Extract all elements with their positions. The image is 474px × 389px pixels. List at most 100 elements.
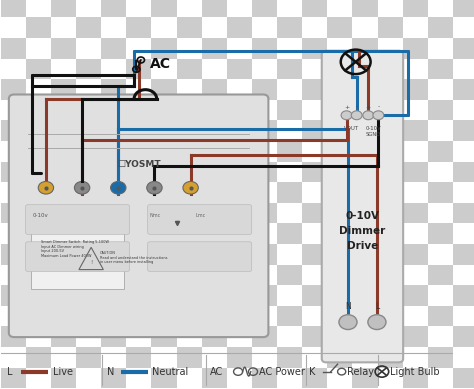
- Bar: [151, 59, 176, 79]
- Bar: [151, 223, 176, 244]
- Bar: [201, 0, 227, 18]
- Bar: [277, 244, 302, 265]
- Bar: [277, 100, 302, 120]
- Bar: [176, 347, 201, 368]
- Bar: [252, 368, 277, 388]
- Text: Neutral: Neutral: [152, 366, 189, 377]
- Bar: [0, 0, 26, 18]
- Bar: [402, 0, 428, 18]
- Bar: [302, 368, 327, 388]
- Bar: [327, 306, 352, 326]
- Bar: [428, 120, 453, 141]
- FancyBboxPatch shape: [148, 205, 252, 234]
- Bar: [352, 161, 377, 182]
- Bar: [0, 18, 26, 38]
- Bar: [176, 18, 201, 38]
- FancyBboxPatch shape: [322, 51, 403, 362]
- Bar: [126, 141, 151, 161]
- Bar: [126, 306, 151, 326]
- Bar: [277, 0, 302, 18]
- Bar: [201, 265, 227, 285]
- Bar: [126, 59, 151, 79]
- Bar: [428, 0, 453, 18]
- Bar: [302, 244, 327, 265]
- Bar: [101, 285, 126, 306]
- Bar: [377, 38, 402, 59]
- Bar: [402, 368, 428, 388]
- Bar: [201, 326, 227, 347]
- Bar: [151, 79, 176, 100]
- Text: 0-10V
Dimmer
Drive: 0-10V Dimmer Drive: [339, 211, 385, 251]
- Bar: [201, 18, 227, 38]
- Text: -: -: [377, 105, 380, 110]
- Bar: [176, 79, 201, 100]
- Bar: [453, 285, 474, 306]
- Circle shape: [147, 181, 162, 194]
- Bar: [277, 223, 302, 244]
- Bar: [0, 326, 26, 347]
- Bar: [51, 161, 76, 182]
- Bar: [101, 100, 126, 120]
- Bar: [302, 306, 327, 326]
- Text: VOUT: VOUT: [344, 126, 359, 131]
- Bar: [402, 306, 428, 326]
- Bar: [428, 59, 453, 79]
- Bar: [151, 18, 176, 38]
- Bar: [302, 100, 327, 120]
- Bar: [227, 285, 252, 306]
- Bar: [126, 38, 151, 59]
- Bar: [76, 100, 101, 120]
- Bar: [327, 203, 352, 223]
- Bar: [377, 223, 402, 244]
- FancyBboxPatch shape: [26, 205, 129, 234]
- Bar: [327, 141, 352, 161]
- Bar: [453, 203, 474, 223]
- Bar: [252, 0, 277, 18]
- Bar: [252, 38, 277, 59]
- Bar: [176, 306, 201, 326]
- Bar: [377, 59, 402, 79]
- Bar: [428, 79, 453, 100]
- Bar: [201, 223, 227, 244]
- Bar: [51, 347, 76, 368]
- Bar: [76, 0, 101, 18]
- Bar: [26, 38, 51, 59]
- Bar: [277, 326, 302, 347]
- Bar: [101, 326, 126, 347]
- Bar: [302, 141, 327, 161]
- Bar: [252, 161, 277, 182]
- Bar: [377, 161, 402, 182]
- Bar: [453, 182, 474, 203]
- Bar: [126, 18, 151, 38]
- Bar: [151, 141, 176, 161]
- Bar: [352, 285, 377, 306]
- Bar: [277, 141, 302, 161]
- Bar: [151, 161, 176, 182]
- Bar: [201, 79, 227, 100]
- Bar: [453, 265, 474, 285]
- Circle shape: [110, 181, 126, 194]
- Bar: [76, 223, 101, 244]
- Bar: [26, 368, 51, 388]
- Bar: [377, 265, 402, 285]
- Bar: [302, 265, 327, 285]
- Text: Light Bulb: Light Bulb: [391, 366, 440, 377]
- Bar: [252, 141, 277, 161]
- Bar: [201, 59, 227, 79]
- Circle shape: [363, 111, 374, 120]
- Bar: [51, 368, 76, 388]
- Bar: [151, 0, 176, 18]
- Bar: [302, 182, 327, 203]
- Bar: [277, 38, 302, 59]
- Bar: [352, 100, 377, 120]
- Text: Lmc: Lmc: [195, 213, 205, 218]
- Bar: [277, 265, 302, 285]
- Bar: [252, 18, 277, 38]
- Text: !: !: [90, 260, 92, 265]
- Bar: [227, 265, 252, 285]
- Bar: [0, 285, 26, 306]
- Bar: [302, 38, 327, 59]
- Text: Relay: Relay: [347, 366, 374, 377]
- Bar: [76, 285, 101, 306]
- Circle shape: [74, 181, 90, 194]
